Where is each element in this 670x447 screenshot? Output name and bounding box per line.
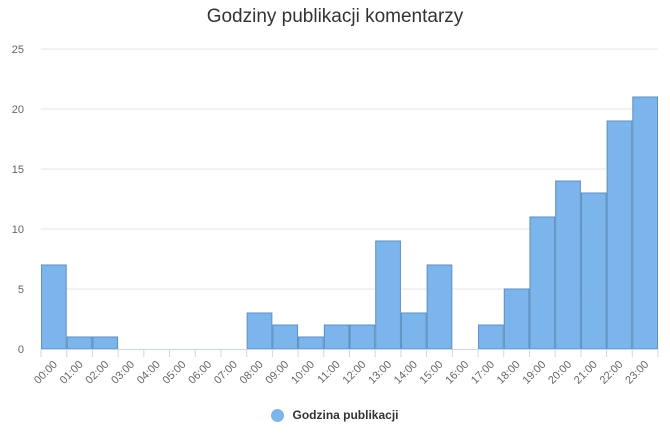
- bar[interactable]: [349, 324, 376, 350]
- legend-label: Godzina publikacji: [292, 408, 399, 422]
- y-tick-label: 25: [12, 44, 24, 56]
- chart-title: Godziny publikacji komentarzy: [206, 6, 464, 27]
- bar[interactable]: [632, 96, 659, 350]
- x-tick-label: 12:00: [341, 359, 369, 387]
- y-tick-label: 20: [12, 104, 24, 116]
- x-axis-ticks: 00:0001:0002:0003:0004:0005:0006:0007:00…: [32, 349, 659, 387]
- bar[interactable]: [529, 216, 556, 350]
- x-tick-label: 09:00: [263, 359, 291, 387]
- x-tick-label: 19:00: [520, 359, 548, 387]
- x-tick-label: 08:00: [238, 359, 266, 387]
- x-tick-label: 07:00: [212, 359, 240, 387]
- bar[interactable]: [246, 312, 273, 350]
- bar[interactable]: [400, 312, 427, 350]
- x-tick-label: 16:00: [443, 359, 471, 387]
- x-tick-label: 21:00: [572, 359, 600, 387]
- bar[interactable]: [375, 240, 401, 350]
- x-tick-label: 13:00: [366, 359, 394, 387]
- x-tick-label: 00:00: [32, 359, 60, 387]
- x-tick-label: 20:00: [546, 359, 574, 387]
- x-tick-label: 03:00: [109, 359, 137, 387]
- x-tick-label: 18:00: [495, 359, 523, 387]
- bar[interactable]: [41, 264, 67, 350]
- bar[interactable]: [426, 264, 453, 350]
- legend-swatch-icon: [271, 408, 285, 422]
- plot-area: 0 5 10 15 20 25 00:0001:0002:0003:0004:0005:0…: [12, 44, 659, 387]
- bar[interactable]: [503, 288, 530, 350]
- bar[interactable]: [323, 324, 350, 350]
- y-axis-ticks: 0 5 10 15 20 25: [12, 44, 24, 356]
- y-tick-label: 10: [12, 224, 24, 236]
- bar[interactable]: [580, 192, 607, 350]
- x-tick-label: 23:00: [623, 359, 651, 387]
- legend: Godzina publikacji: [0, 408, 670, 422]
- x-tick-label: 10:00: [289, 359, 317, 387]
- x-tick-label: 22:00: [598, 359, 626, 387]
- x-tick-label: 11:00: [315, 359, 342, 386]
- legend-item[interactable]: Godzina publikacji: [271, 408, 399, 422]
- x-tick-label: 17:00: [469, 359, 497, 387]
- y-tick-label: 0: [18, 344, 24, 356]
- x-tick-label: 15:00: [418, 359, 446, 387]
- bar[interactable]: [555, 180, 581, 350]
- bar[interactable]: [298, 336, 324, 350]
- bar-series: [41, 96, 659, 350]
- gridlines: [41, 48, 658, 290]
- x-tick-label: 05:00: [161, 359, 189, 387]
- bar[interactable]: [478, 324, 504, 350]
- x-tick-label: 06:00: [186, 359, 214, 387]
- x-tick-label: 02:00: [83, 359, 111, 387]
- x-tick-label: 01:00: [58, 359, 86, 387]
- x-tick-label: 04:00: [135, 359, 163, 387]
- bar[interactable]: [92, 336, 119, 350]
- bar[interactable]: [606, 120, 633, 350]
- x-tick-label: 14:00: [392, 359, 420, 387]
- bar[interactable]: [66, 336, 93, 350]
- bar[interactable]: [272, 324, 299, 350]
- y-tick-label: 5: [18, 284, 24, 296]
- y-tick-label: 15: [12, 164, 24, 176]
